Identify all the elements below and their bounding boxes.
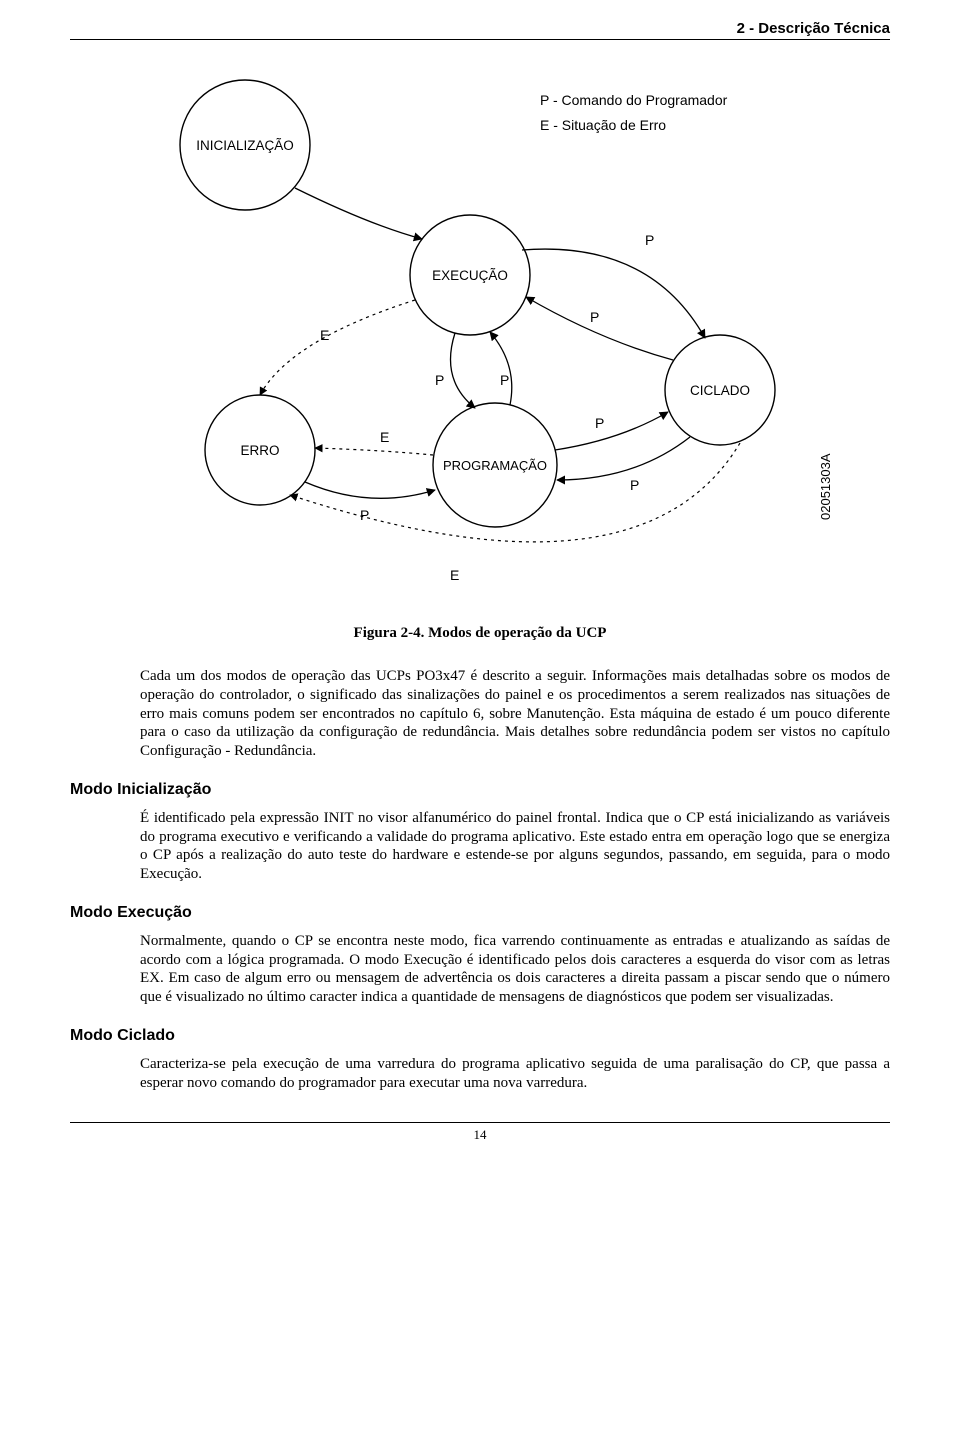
node-cicl-label: CICLADO bbox=[690, 383, 750, 398]
body-init-text: É identificado pela expressão INIT no vi… bbox=[140, 809, 890, 884]
edge-label-p3: P bbox=[435, 372, 444, 388]
page-footer: 14 bbox=[70, 1122, 890, 1143]
edge-exec-cicl bbox=[522, 249, 705, 338]
page-header: 2 - Descrição Técnica bbox=[70, 20, 890, 40]
body-init: É identificado pela expressão INIT no vi… bbox=[70, 809, 890, 884]
edge-label-p1: P bbox=[645, 232, 654, 248]
edge-label-e2: E bbox=[380, 429, 389, 445]
intro-text: Cada um dos modos de operação das UCPs P… bbox=[140, 667, 890, 761]
node-prog-label: PROGRAMAÇÃO bbox=[443, 458, 547, 473]
edge-prog-cicl bbox=[555, 412, 668, 450]
edge-label-e1: E bbox=[320, 327, 329, 343]
state-diagram: P - Comando do Programador E - Situação … bbox=[70, 50, 890, 610]
node-exec-label: EXECUÇÃO bbox=[432, 268, 508, 283]
edge-label-p4: P bbox=[500, 372, 509, 388]
figure-code: 02051303A bbox=[818, 453, 833, 520]
header-title: 2 - Descrição Técnica bbox=[737, 20, 890, 37]
edge-exec-erro bbox=[260, 300, 415, 395]
figure-caption: Figura 2-4. Modos de operação da UCP bbox=[70, 625, 890, 642]
diagram-svg: P - Comando do Programador E - Situação … bbox=[90, 50, 870, 610]
heading-init: Modo Inicialização bbox=[70, 781, 890, 799]
body-cicl-text: Caracteriza-se pela execução de uma varr… bbox=[140, 1055, 890, 1093]
edge-cicl-exec bbox=[526, 297, 673, 360]
node-init-label: INICIALIZAÇÃO bbox=[196, 138, 294, 153]
edge-init-exec bbox=[295, 188, 422, 239]
edge-label-e3: E bbox=[450, 567, 459, 583]
edge-exec-prog bbox=[451, 333, 476, 408]
edge-prog-exec bbox=[490, 332, 512, 405]
heading-exec: Modo Execução bbox=[70, 904, 890, 922]
body-exec-text: Normalmente, quando o CP se encontra nes… bbox=[140, 932, 890, 1007]
legend-e: E - Situação de Erro bbox=[540, 117, 666, 133]
edge-label-p5: P bbox=[595, 415, 604, 431]
edge-label-p2: P bbox=[590, 309, 599, 325]
page-number: 14 bbox=[474, 1127, 487, 1142]
edge-label-p7: P bbox=[360, 507, 369, 523]
heading-cicl: Modo Ciclado bbox=[70, 1027, 890, 1045]
edge-label-p6: P bbox=[630, 477, 639, 493]
body-cicl: Caracteriza-se pela execução de uma varr… bbox=[70, 1055, 890, 1093]
node-erro-label: ERRO bbox=[240, 443, 279, 458]
edge-prog-erro bbox=[315, 448, 433, 455]
intro-block: Cada um dos modos de operação das UCPs P… bbox=[70, 667, 890, 761]
body-exec: Normalmente, quando o CP se encontra nes… bbox=[70, 932, 890, 1007]
edge-erro-prog bbox=[305, 482, 435, 498]
edge-cicl-prog bbox=[557, 437, 690, 480]
legend-p: P - Comando do Programador bbox=[540, 92, 728, 108]
